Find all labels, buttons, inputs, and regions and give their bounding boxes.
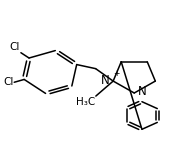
- Text: N: N: [138, 85, 146, 98]
- Text: H₃C: H₃C: [76, 97, 95, 107]
- Text: Cl: Cl: [10, 42, 20, 51]
- Text: Cl: Cl: [3, 77, 13, 87]
- Text: +: +: [113, 69, 119, 78]
- Text: N: N: [101, 74, 110, 87]
